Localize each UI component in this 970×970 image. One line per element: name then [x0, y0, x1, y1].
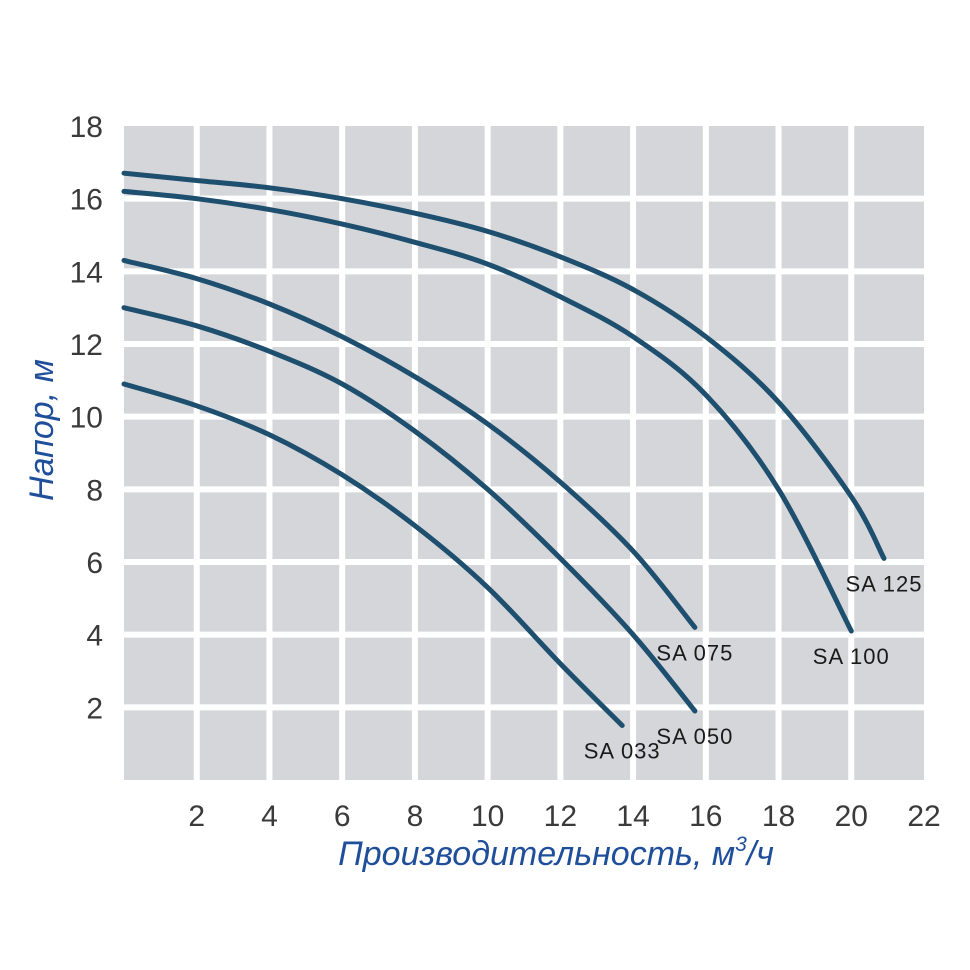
x-tick-label: 16	[689, 800, 722, 833]
x-axis-title: Производительность, м3/ч	[338, 833, 774, 873]
x-tick-label: 20	[835, 800, 868, 833]
series-line-sa-100	[121, 188, 854, 634]
x-tick-label: 12	[544, 800, 577, 833]
x-tick-label: 2	[188, 800, 205, 833]
y-tick-label: 12	[70, 329, 103, 362]
series-label-sa-050: SA 050	[656, 724, 733, 749]
y-tick-label: 6	[86, 547, 103, 580]
y-tick-label: 4	[86, 620, 103, 653]
x-tick-label: 6	[334, 800, 351, 833]
x-tick-label: 4	[261, 800, 278, 833]
y-tick-label: 14	[70, 256, 103, 289]
series-line-sa-075	[121, 257, 698, 630]
x-tick-label: 8	[407, 800, 424, 833]
y-tick-label: 10	[70, 402, 103, 435]
grid-lines	[124, 126, 924, 780]
series-label-sa-125: SA 125	[846, 571, 923, 596]
series-label-sa-100: SA 100	[813, 644, 890, 669]
y-axis-title: Напор, м	[23, 359, 61, 501]
y-tick-label: 2	[86, 692, 103, 725]
series-label-sa-075: SA 075	[656, 640, 733, 665]
y-tick-label: 16	[70, 184, 103, 217]
series-line-sa-050	[121, 305, 698, 714]
y-tick-label: 8	[86, 474, 103, 507]
y-tick-label: 18	[70, 111, 103, 144]
y-tick-labels: 2 4 6 8 10 12 14 16 18	[70, 111, 103, 725]
x-tick-label: 22	[907, 800, 940, 833]
series-curves	[121, 170, 887, 728]
x-tick-label: 10	[471, 800, 504, 833]
series-line-sa-125	[121, 170, 887, 561]
series-line-sa-033	[121, 381, 625, 728]
x-tick-label: 14	[616, 800, 649, 833]
x-tick-labels: 2 4 6 8 10 12 14 16 18 20 22	[188, 800, 940, 833]
series-label-sa-033: SA 033	[584, 739, 661, 764]
x-tick-label: 18	[762, 800, 795, 833]
